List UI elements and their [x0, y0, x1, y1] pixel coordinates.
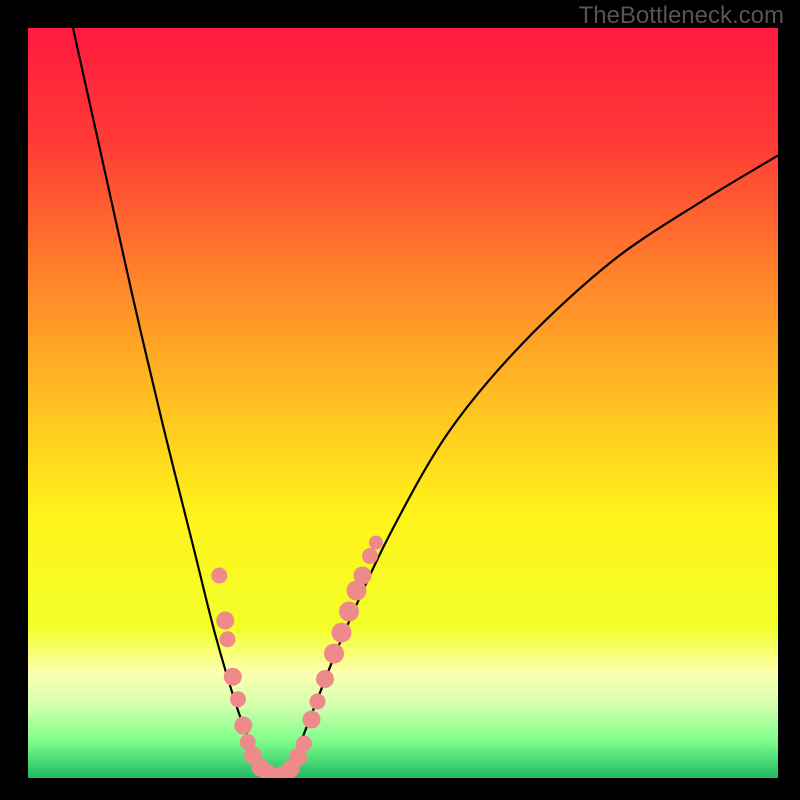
curve-marker — [339, 602, 359, 622]
curve-marker — [216, 612, 234, 630]
bottleneck-curve-chart — [0, 0, 800, 800]
curve-marker — [324, 644, 344, 664]
curve-marker — [296, 736, 312, 752]
curve-marker — [211, 568, 227, 584]
curve-marker — [230, 691, 246, 707]
curve-marker — [369, 536, 383, 550]
curve-marker — [332, 623, 352, 643]
curve-marker — [224, 668, 242, 686]
curve-marker — [354, 567, 372, 585]
curve-marker — [234, 717, 252, 735]
curve-marker — [362, 548, 378, 564]
chart-stage: TheBottleneck.com — [0, 0, 800, 800]
plot-background — [28, 28, 778, 778]
curve-marker — [303, 711, 321, 729]
curve-marker — [316, 670, 334, 688]
curve-marker — [310, 694, 326, 710]
curve-marker — [220, 631, 236, 647]
